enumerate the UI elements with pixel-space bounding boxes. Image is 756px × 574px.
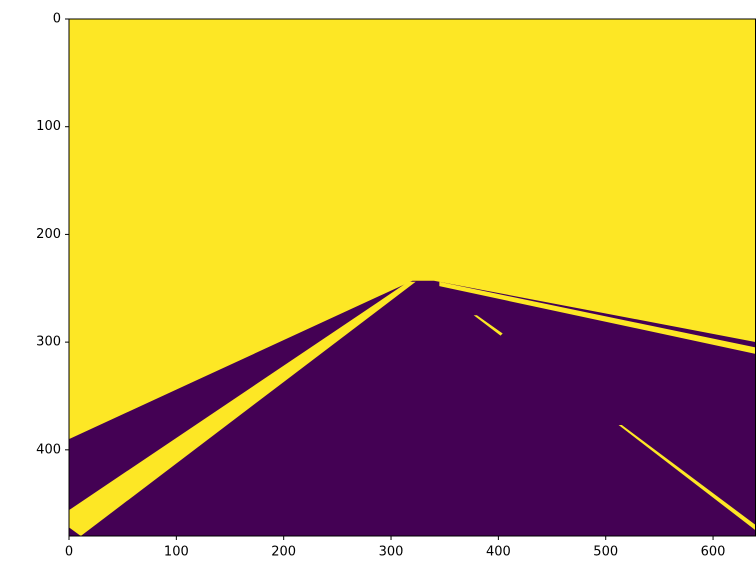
x-tick-label: 200 xyxy=(271,545,296,560)
y-tick-label: 0 xyxy=(53,12,61,27)
x-tick-label: 300 xyxy=(379,545,404,560)
y-tick-label: 400 xyxy=(36,442,61,457)
page: {"chart_data": { "type": "image", "backg… xyxy=(0,0,756,570)
y-tick-label: 100 xyxy=(36,119,61,134)
x-tick-label: 500 xyxy=(593,545,618,560)
x-tick-label: 0 xyxy=(65,545,73,560)
x-tick-label: 600 xyxy=(701,545,726,560)
y-tick-label: 200 xyxy=(36,227,61,242)
x-tick-label: 400 xyxy=(486,545,511,560)
y-tick-label: 300 xyxy=(36,335,61,350)
chart: 0 100 200 300 400 500 600 0 100 200 300 400 xyxy=(0,0,756,570)
x-tick-label: 100 xyxy=(164,545,189,560)
